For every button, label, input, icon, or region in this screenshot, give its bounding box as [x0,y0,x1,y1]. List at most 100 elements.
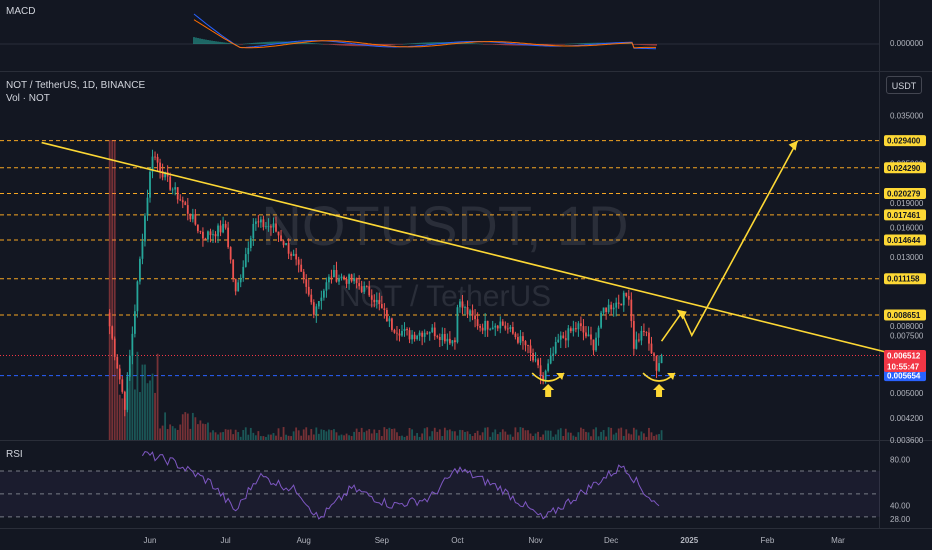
price-axis-tick: 0.019000 [890,199,924,208]
volume-bar [360,427,363,440]
macd-histogram-bar [193,37,195,44]
candle-body [479,326,482,328]
volume-bar [300,435,303,440]
candle-body [398,333,401,336]
macd-histogram-bar [597,42,599,44]
macd-histogram-bar [291,41,293,44]
macd-histogram-bar [583,43,585,44]
macd-histogram-bar [579,43,581,44]
rsi-axis-tick: 40.00 [890,501,911,510]
candle-body [209,231,212,236]
macd-histogram-bar [277,41,279,44]
candle-body [146,197,149,216]
macd-histogram-bar [327,44,329,45]
macd-histogram-bar [405,43,407,45]
candle-body [517,337,519,343]
volume-bar [196,424,199,440]
candle-body [625,292,628,297]
volume-bar [587,432,590,440]
candle-body [396,332,398,334]
candle-body [585,332,587,337]
macd-histogram-bar [645,44,647,46]
volume-bar [406,435,408,440]
volume-bar [176,429,179,440]
volume-bar [370,433,373,440]
candle-body [350,274,353,282]
volume-bar [338,435,340,440]
candle-body [499,321,502,329]
volume-bar [441,436,444,440]
volume-bar [123,398,126,440]
candle-body [295,253,298,260]
candle-body [423,332,426,337]
candles [108,149,663,417]
volume-bar [222,432,224,440]
macd-histogram-bar [581,43,583,44]
rsi-panel [0,451,880,520]
candle-body [171,189,174,191]
candle-body [380,304,383,309]
trendline[interactable] [41,141,902,357]
volume-bar [287,435,290,440]
candle-body [406,328,408,331]
candle-body [343,276,345,280]
macd-histogram-bar [217,41,219,44]
macd-histogram-bar [271,41,273,44]
level-tag-text: 0.011158 [887,275,920,284]
candle-body [411,334,413,340]
volume-bar [501,429,504,440]
candle-body [164,172,167,178]
rsi-axis: 80.00 40.00 28.00 [890,455,911,524]
macd-histogram-bar [549,44,551,45]
macd-legend[interactable]: MACD [6,6,35,17]
candle-body [456,307,459,343]
macd-histogram-bar [467,42,469,44]
volume-legend[interactable]: Vol · NOT [6,93,50,104]
candle-body [574,328,577,330]
macd-histogram-bar [263,42,265,44]
candle-body [330,276,333,278]
candle-body [600,312,602,328]
currency-selector[interactable]: USDT [886,76,922,94]
macd-histogram-bar [571,43,573,45]
macd-histogram-bar [573,43,575,44]
macd-histogram-bar [593,42,595,44]
candle-body [547,363,550,371]
symbol-legend[interactable]: NOT / TetherUS, 1D, BINANCE [6,80,145,91]
projection-path[interactable] [660,140,799,342]
volume-bar [627,433,630,440]
volume-bar [333,429,335,440]
macd-histogram-bar [479,43,481,45]
volume-bar [524,430,527,440]
candle-body [322,290,325,298]
volume-bar [320,429,323,440]
macd-histogram-bar [401,44,403,45]
macd-histogram-bar [559,44,561,45]
candle-body [159,162,161,172]
macd-histogram-bar [247,43,249,44]
macd-histogram-bar [517,44,519,46]
macd-histogram-bar [585,42,587,44]
volume-bar [219,432,222,440]
volume-bar [232,434,235,440]
candle-body [620,303,623,306]
volume-bar [484,427,487,440]
macd-histogram-bar [409,43,411,44]
macd-histogram-bar [635,44,637,45]
panel-separators [0,0,932,529]
volume-bar [557,429,560,440]
candle-body [481,327,484,331]
candle-body [549,355,552,364]
rsi-legend[interactable]: RSI [6,449,23,460]
volume-bar [317,433,320,440]
macd-histogram-bar [205,39,207,44]
volume-bar [426,427,429,440]
volume-bar [476,430,479,440]
macd-histogram-bar [431,42,433,44]
macd-histogram-bar [451,42,453,44]
volume-bar [217,434,219,440]
volume-bar [169,424,172,440]
time-axis[interactable]: Jun Jul Aug Sep Oct Nov Dec 2025 Feb Mar [144,536,846,545]
volume-bar [398,436,401,440]
